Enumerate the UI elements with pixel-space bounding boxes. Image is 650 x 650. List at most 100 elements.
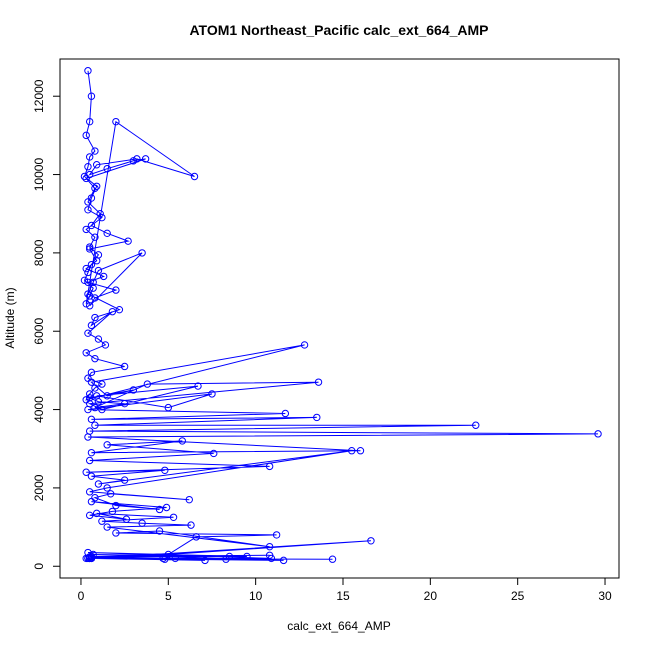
data-point — [82, 264, 90, 273]
data-point — [87, 92, 96, 100]
data-point — [129, 157, 138, 165]
data-point — [92, 509, 101, 518]
y-tick-label: 0 — [32, 563, 46, 570]
data-point — [115, 305, 124, 314]
data-point — [120, 362, 129, 371]
data-point — [85, 394, 94, 402]
data-point — [91, 313, 99, 322]
data-point — [171, 554, 179, 563]
data-point — [594, 430, 602, 438]
data-point — [103, 229, 111, 238]
data-point — [279, 556, 288, 565]
x-tick-label: 15 — [336, 589, 350, 603]
data-point — [85, 243, 94, 251]
data-point — [87, 497, 96, 506]
data-point — [300, 341, 309, 349]
data-point — [314, 378, 323, 386]
data-point — [112, 529, 120, 537]
data-point — [101, 341, 110, 349]
data-point — [82, 174, 90, 183]
data-point — [108, 307, 117, 316]
y-tick-label: 4000 — [32, 396, 46, 423]
data-point — [103, 164, 111, 173]
data-point — [178, 437, 186, 445]
data-point — [84, 554, 92, 563]
data-point — [159, 554, 167, 563]
data-point — [85, 488, 94, 496]
data-point — [192, 533, 200, 541]
data-point — [201, 556, 209, 565]
data-point — [82, 300, 90, 308]
data-point — [82, 468, 90, 476]
data-point — [272, 531, 281, 539]
data-point — [243, 552, 251, 561]
data-point — [91, 184, 99, 192]
data-point — [85, 511, 94, 520]
data-point — [120, 476, 129, 484]
data-point — [103, 441, 111, 449]
data-point — [84, 198, 92, 206]
series-line — [83, 70, 599, 561]
data-point — [108, 507, 117, 516]
data-point — [103, 484, 111, 492]
series-layer — [80, 67, 602, 565]
data-point — [80, 276, 89, 285]
data-point — [87, 221, 96, 230]
data-point — [92, 161, 101, 169]
y-tick-label: 8000 — [32, 239, 46, 266]
y-tick-label: 6000 — [32, 318, 46, 345]
data-point — [85, 153, 94, 161]
data-point — [225, 552, 234, 561]
data-point — [138, 519, 146, 527]
data-point — [141, 155, 150, 163]
data-point — [89, 278, 97, 286]
data-point — [87, 415, 96, 424]
data-point — [120, 399, 129, 408]
data-point — [80, 172, 89, 181]
data-point — [106, 490, 115, 498]
data-point — [84, 329, 92, 337]
plot-frame — [59, 58, 620, 579]
data-point — [94, 266, 103, 275]
y-tick-label: 2000 — [32, 474, 46, 501]
data-point — [98, 213, 106, 222]
data-point — [98, 380, 106, 388]
x-tick-label: 30 — [598, 589, 612, 603]
data-point — [367, 537, 375, 545]
data-point — [87, 321, 96, 330]
y-axis: 0 2000 4000 6000 8000 10000 12000 — [32, 79, 61, 570]
data-point — [91, 403, 99, 412]
data-point — [87, 472, 96, 480]
data-point — [87, 552, 96, 561]
y-axis-label: Altitude (m) — [3, 287, 17, 348]
x-tick-label: 25 — [511, 589, 525, 603]
data-point — [84, 405, 92, 414]
data-point — [356, 446, 365, 455]
y-tick-label: 12000 — [32, 79, 46, 113]
data-point — [169, 513, 178, 521]
x-tick-label: 10 — [249, 589, 263, 603]
data-point — [85, 456, 94, 465]
data-point — [91, 233, 99, 241]
data-point — [112, 286, 120, 294]
data-point — [89, 284, 97, 292]
data-point — [85, 390, 94, 398]
x-axis-label: calc_ext_664_AMP — [287, 619, 390, 633]
x-tick-label: 0 — [78, 589, 85, 603]
data-point — [87, 378, 96, 386]
x-tick-label: 5 — [165, 589, 172, 603]
data-point — [98, 517, 106, 525]
data-point — [84, 163, 92, 171]
data-point — [87, 368, 96, 377]
data-point — [210, 449, 218, 458]
data-point — [281, 409, 290, 418]
data-point — [84, 206, 92, 214]
data-point — [85, 302, 94, 310]
data-point — [85, 292, 94, 300]
data-point — [84, 290, 92, 298]
data-point — [164, 403, 173, 412]
data-point — [265, 551, 274, 559]
data-point — [91, 421, 99, 429]
data-point — [85, 245, 94, 253]
